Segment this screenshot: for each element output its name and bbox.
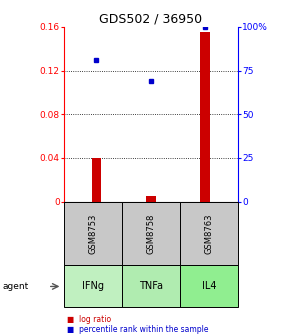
Text: GSM8758: GSM8758 bbox=[146, 213, 155, 254]
Title: GDS502 / 36950: GDS502 / 36950 bbox=[99, 13, 202, 26]
Text: GSM8763: GSM8763 bbox=[204, 213, 213, 254]
Bar bbox=[200, 32, 210, 202]
Text: ■  percentile rank within the sample: ■ percentile rank within the sample bbox=[67, 325, 208, 334]
Text: IL4: IL4 bbox=[202, 282, 216, 291]
Text: agent: agent bbox=[3, 282, 29, 291]
Bar bbox=[92, 158, 101, 202]
Bar bbox=[146, 196, 156, 202]
Text: GSM8753: GSM8753 bbox=[88, 213, 97, 254]
Text: ■  log ratio: ■ log ratio bbox=[67, 316, 111, 324]
Text: IFNg: IFNg bbox=[82, 282, 104, 291]
Text: TNFa: TNFa bbox=[139, 282, 163, 291]
